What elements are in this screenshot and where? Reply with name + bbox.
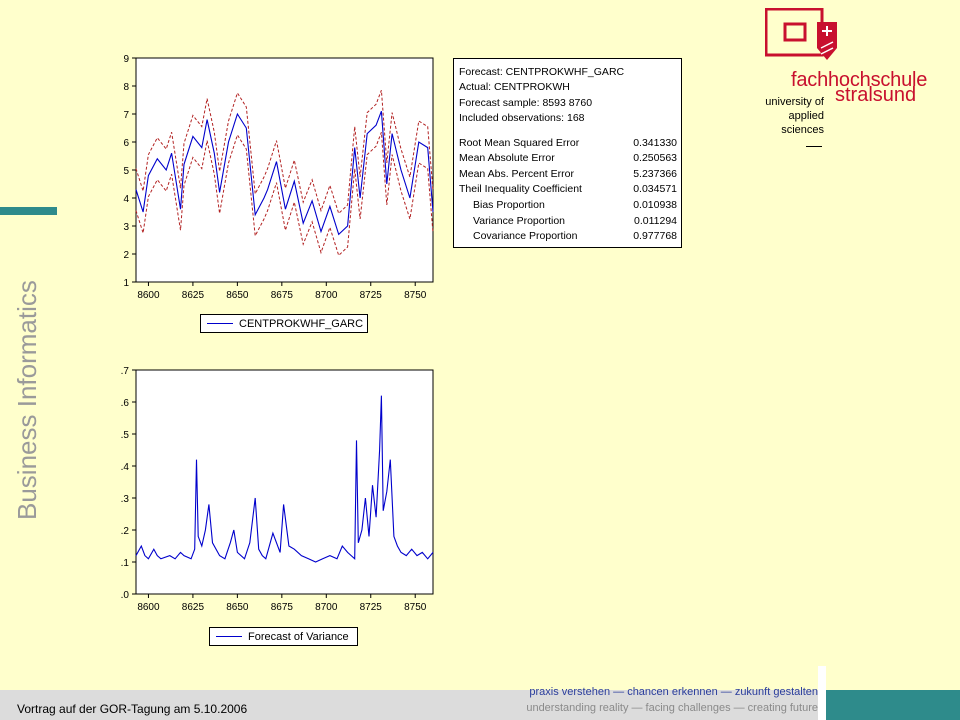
y-tick-label: .7: [121, 366, 130, 377]
x-tick-label: 8725: [360, 602, 383, 613]
x-tick-label: 8625: [182, 602, 205, 613]
x-tick-label: 8675: [271, 602, 294, 613]
y-tick-label: 5: [123, 166, 129, 177]
y-tick-label: .6: [121, 398, 130, 409]
chart2-legend: Forecast of Variance: [209, 627, 358, 646]
x-tick-label: 8650: [226, 290, 249, 301]
y-tick-label: .4: [121, 462, 130, 473]
stats-forecast: Forecast: CENTPROKWHF_GARC: [459, 66, 625, 78]
stats-row: Covariance Proportion 0.977768: [473, 230, 677, 243]
logo-subtitle: university of applied sciences: [765, 96, 824, 136]
logo-name-2: stralsund: [835, 84, 917, 106]
upper-band-line: [135, 90, 434, 215]
x-tick-label: 8700: [315, 290, 338, 301]
series-line-2: [135, 395, 434, 563]
lower-band-line: [135, 132, 434, 257]
y-tick-label: 9: [123, 54, 129, 65]
legend-line-icon: [216, 636, 242, 637]
y-tick-label: 1: [123, 278, 129, 289]
x-tick-label: 8725: [360, 290, 383, 301]
chart2-legend-label: Forecast of Variance: [248, 630, 349, 643]
footer-slogan-de: praxis verstehen — chancen erkennen — zu…: [529, 686, 818, 698]
stats-observations: Included observations: 168: [459, 112, 585, 125]
footer-divider: [818, 666, 826, 720]
chart1-legend-label: CENTPROKWHF_GARC: [239, 317, 364, 330]
stats-row: Bias Proportion 0.010938: [473, 198, 677, 211]
y-tick-label: 6: [123, 138, 129, 149]
stats-row: Theil Inequality Coefficient 0.034571: [459, 183, 677, 196]
university-logo: fachhochschule stralsund university of a…: [762, 6, 960, 156]
stats-row: Root Mean Squared Error 0.341330: [459, 136, 677, 149]
footer-bar: [0, 690, 826, 720]
logo-dash: [806, 146, 822, 147]
forecast-stats-box: Forecast: CENTPROKWHF_GARC Actual: CENTP…: [453, 58, 682, 248]
y-tick-label: .2: [121, 526, 130, 537]
x-tick-label: 8600: [137, 290, 160, 301]
y-tick-label: 7: [123, 110, 129, 121]
y-tick-label: 2: [123, 250, 129, 261]
logo-mark-icon: [765, 8, 837, 60]
legend-line-icon: [207, 323, 233, 324]
series-line-1: [135, 111, 434, 236]
stats-row: Mean Absolute Error 0.250563: [459, 152, 677, 165]
y-tick-label: .1: [121, 558, 130, 569]
x-tick-label: 8700: [315, 602, 338, 613]
y-tick-label: .5: [121, 430, 130, 441]
footer-accent: [826, 690, 960, 720]
stats-row: Mean Abs. Percent Error 5.237366: [459, 167, 677, 180]
stats-row: Variance Proportion 0.011294: [473, 214, 677, 227]
x-tick-label: 8650: [226, 602, 249, 613]
x-tick-label: 8625: [182, 290, 205, 301]
chart1-legend: CENTPROKWHF_GARC: [200, 314, 368, 333]
chart2-plot-area: [135, 369, 434, 595]
x-tick-label: 8750: [404, 290, 427, 301]
x-tick-label: 8750: [404, 602, 427, 613]
y-tick-label: .3: [121, 494, 130, 505]
x-tick-label: 8600: [137, 602, 160, 613]
footer-slogan-en: understanding reality — facing challenge…: [526, 702, 818, 714]
logo-name-1: fachhochschule: [791, 69, 928, 91]
y-tick-label: 8: [123, 82, 129, 93]
x-tick-label: 8675: [271, 290, 294, 301]
y-tick-label: 3: [123, 222, 129, 233]
y-tick-label: 4: [123, 194, 129, 205]
side-accent-bar: [0, 207, 57, 215]
chart1-plot-area: [135, 57, 434, 283]
stats-sample: Forecast sample: 8593 8760: [459, 96, 593, 109]
y-tick-label: .0: [121, 590, 130, 601]
stats-actual: Actual: CENTPROKWH: [459, 81, 570, 94]
footer-talk-info: Vortrag auf der GOR-Tagung am 5.10.2006: [17, 702, 248, 716]
